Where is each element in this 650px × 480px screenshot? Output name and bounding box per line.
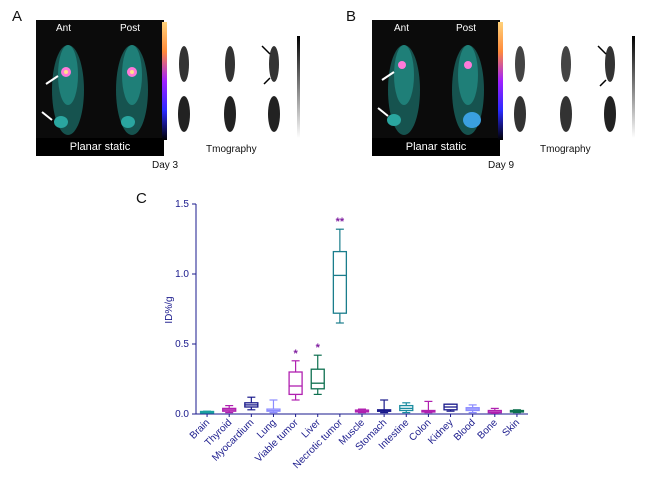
x-tick-label: Necrotic tumor [291, 417, 345, 471]
y-axis-label: ID%/g [164, 296, 175, 323]
box-kidney [443, 403, 458, 411]
scan-body-image [41, 45, 148, 135]
x-tick-label: Skin [501, 417, 523, 439]
x-tick-label: Kidney [426, 417, 455, 446]
planar-static-label: Planar static [372, 138, 500, 156]
tomography-images-day9 [508, 36, 628, 136]
box-brain [199, 410, 215, 414]
significance-marker: * [316, 342, 321, 354]
planar-scan-day9: Ant Post Planar static [372, 20, 500, 156]
x-tick-label: Brain [188, 417, 212, 441]
color-scale-bar [162, 22, 167, 140]
box-muscle [354, 409, 370, 413]
x-tick-label: Muscle [337, 417, 367, 447]
x-tick-label: Viable tumor [253, 417, 301, 465]
y-tick-label: 1.0 [175, 269, 189, 280]
panel-letter-b: B [346, 8, 357, 25]
tomography-label: Tmography [206, 144, 257, 155]
ant-label: Ant [394, 23, 410, 34]
significance-marker: ** [336, 216, 345, 228]
box-skin [509, 409, 525, 413]
box-necrotic-tumor [332, 250, 348, 314]
panel-letter-c: C [136, 190, 147, 207]
x-tick-label: Myocardium [210, 417, 256, 463]
panel-letter-a: A [12, 8, 23, 25]
significance-marker: * [293, 348, 298, 360]
planar-scan-day3: Ant Post Planar static [36, 20, 164, 156]
y-tick-label: 0.5 [175, 339, 189, 350]
x-tick-label: Bone [476, 417, 501, 442]
gray-scale-bar [297, 36, 300, 138]
box-stomach [376, 409, 392, 412]
post-label: Post [120, 23, 141, 34]
tomography-images-day3 [172, 36, 292, 136]
planar-static-label: Planar static [36, 138, 164, 156]
ant-label: Ant [56, 23, 72, 34]
x-tick-label: Blood [452, 417, 478, 443]
x-tick-label: Liver [300, 417, 324, 441]
box-viable-tumor [288, 371, 303, 396]
box-lung [266, 408, 281, 412]
x-tick-label: Stomach [354, 417, 390, 453]
x-tick-label: Intestine [377, 417, 412, 452]
scan-body-image [377, 45, 484, 135]
x-tick-label: Thyroid [203, 417, 234, 448]
day-label: Day 9 [488, 160, 515, 171]
x-tick-label: Colon [407, 417, 433, 443]
box-colon [421, 409, 436, 413]
tomography-label: Tmography [540, 144, 591, 155]
post-label: Post [456, 23, 477, 34]
box-intestine [399, 404, 414, 412]
box-bone [487, 409, 502, 414]
box-thyroid [222, 407, 237, 412]
box-liver [310, 368, 325, 390]
x-tick-label: Lung [255, 417, 279, 441]
box-blood [465, 407, 480, 412]
gray-scale-bar [632, 36, 635, 138]
y-tick-label: 1.5 [175, 199, 189, 210]
y-tick-label: 0.0 [175, 409, 189, 420]
box-myocardium [244, 402, 259, 408]
color-scale-bar [498, 22, 503, 140]
day-label: Day 3 [152, 160, 179, 171]
